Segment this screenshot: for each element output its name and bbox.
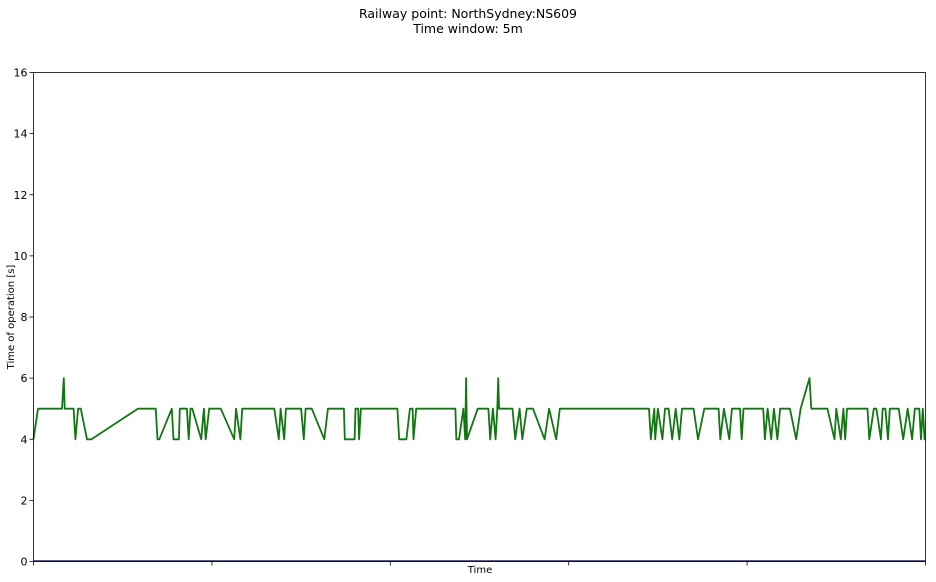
y-tick-label: 14	[14, 128, 28, 141]
y-tick-label: 8	[21, 311, 28, 324]
chart-title: Railway point: NorthSydney:NS609	[358, 6, 578, 21]
x-axis-label: Time	[467, 565, 492, 576]
y-tick-label: 10	[14, 250, 28, 263]
y-tick-label: 4	[21, 433, 28, 446]
y-tick-label: 16	[14, 67, 28, 80]
x-axis-ticks	[33, 561, 926, 566]
plot-frame	[33, 72, 926, 562]
y-tick-label: 0	[21, 556, 28, 569]
y-tick-label: 12	[14, 189, 28, 202]
y-axis-label: Time of operation [s]	[6, 265, 17, 371]
series-layer	[32, 377, 926, 562]
y-tick-label: 2	[21, 494, 28, 507]
y-tick-label: 6	[21, 372, 28, 385]
operation-time-series-line	[32, 377, 926, 441]
y-axis-ticks: 0 2 4 6 8 10 12 14 16	[14, 67, 34, 569]
chart-subtitle: Time window: 5m	[413, 21, 523, 36]
